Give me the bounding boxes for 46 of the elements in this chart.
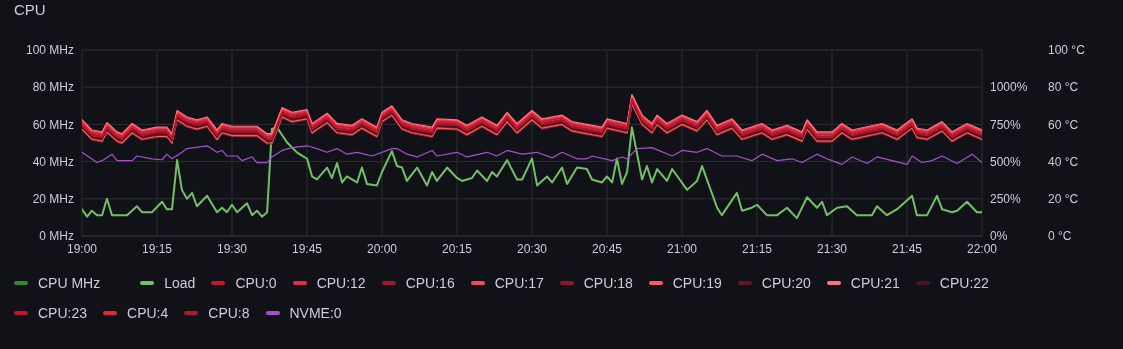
x-tick-label: 21:00 xyxy=(666,241,698,256)
legend-label: CPU:0 xyxy=(235,275,277,291)
x-tick-label: 20:00 xyxy=(366,241,398,256)
y-tick-label: 20 MHz xyxy=(32,192,74,207)
y-tick-label: 60 MHz xyxy=(32,117,74,132)
x-tick-label: 20:30 xyxy=(516,241,548,256)
y3-tick-label: 60 °C xyxy=(1048,117,1079,132)
legend-label: NVME:0 xyxy=(289,305,342,321)
y2-tick-label: 1000% xyxy=(990,80,1028,95)
y2-tick-label: 0% xyxy=(990,229,1008,244)
chart-title: CPU xyxy=(14,1,46,18)
legend-label: CPU:22 xyxy=(939,275,989,291)
y-tick-label: 100 MHz xyxy=(25,43,74,58)
y-tick-label: 80 MHz xyxy=(32,80,74,95)
x-tick-label: 19:15 xyxy=(141,241,173,256)
legend-label: CPU:17 xyxy=(494,275,544,291)
legend-label: CPU:4 xyxy=(127,305,169,321)
x-tick-label: 19:45 xyxy=(291,241,323,256)
y-tick-label: 40 MHz xyxy=(32,154,74,169)
y3-tick-label: 80 °C xyxy=(1048,80,1079,95)
y3-tick-label: 100 °C xyxy=(1048,43,1086,58)
x-tick-label: 19:00 xyxy=(66,241,98,256)
y-tick-label: 0 MHz xyxy=(39,229,74,244)
legend-label: CPU:20 xyxy=(761,275,811,291)
legend-label: CPU:16 xyxy=(405,275,455,291)
legend-label: Load xyxy=(164,275,196,291)
x-tick-label: 19:30 xyxy=(216,241,248,256)
y3-tick-label: 0 °C xyxy=(1048,229,1072,244)
y2-tick-label: 250% xyxy=(990,192,1022,207)
legend-label: CPU MHz xyxy=(38,275,101,291)
x-tick-label: 20:15 xyxy=(441,241,473,256)
legend-label: CPU:21 xyxy=(850,275,900,291)
x-tick-label: 21:45 xyxy=(891,241,923,256)
x-tick-label: 22:00 xyxy=(966,241,998,256)
legend-label: CPU:12 xyxy=(316,275,366,291)
y3-tick-label: 20 °C xyxy=(1048,192,1079,207)
y3-tick-label: 40 °C xyxy=(1048,154,1079,169)
x-tick-label: 21:30 xyxy=(816,241,848,256)
legend-label: CPU:23 xyxy=(38,305,88,321)
legend-label: CPU:18 xyxy=(583,275,633,291)
x-tick-label: 21:15 xyxy=(741,241,773,256)
y2-tick-label: 750% xyxy=(990,117,1022,132)
legend-label: CPU:19 xyxy=(672,275,722,291)
y2-tick-label: 500% xyxy=(990,154,1022,169)
x-tick-label: 20:45 xyxy=(591,241,623,256)
legend-label: CPU:8 xyxy=(208,305,250,321)
